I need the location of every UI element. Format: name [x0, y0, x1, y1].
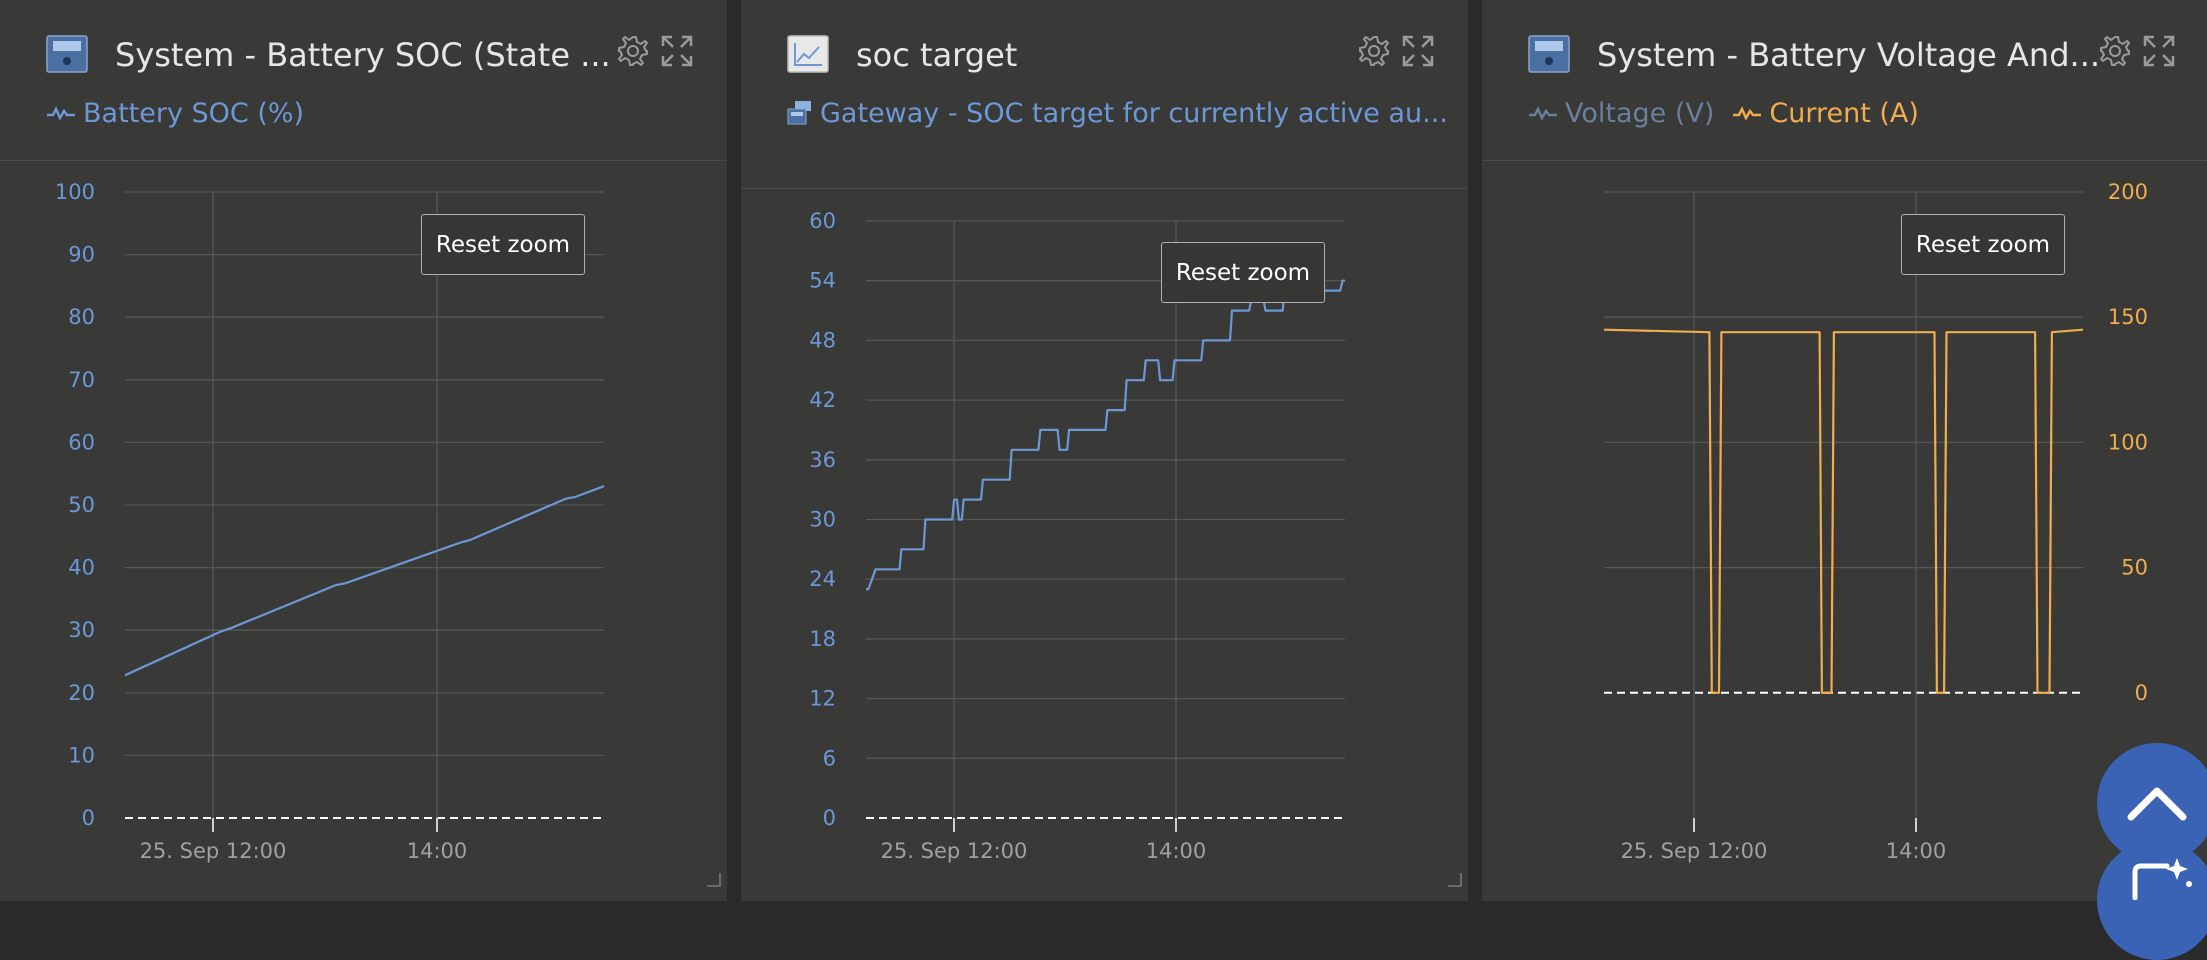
- y-tick-label: 24: [809, 567, 836, 591]
- line-series-icon: [1733, 106, 1762, 121]
- gear-icon[interactable]: [1357, 34, 1391, 68]
- y-tick-label: 0: [82, 806, 95, 830]
- battery-soc-chart[interactable]: 0 10 20 30 40 50 60 70 80 90 100 25. Sep 12:00 14:00: [0, 0, 727, 901]
- resize-handle[interactable]: [707, 873, 721, 887]
- line-series-icon: [47, 106, 75, 121]
- y-tick-label: 18: [809, 627, 836, 651]
- chevron-up-icon: [2127, 787, 2187, 821]
- legend-label: Current (A): [1769, 97, 1919, 129]
- resize-handle[interactable]: [1448, 873, 1462, 887]
- y-tick-label: 6: [823, 746, 836, 770]
- y-tick-label: 0: [823, 806, 836, 830]
- expand-icon[interactable]: [1401, 34, 1435, 68]
- x-tick-label: 14:00: [1886, 839, 1947, 863]
- gear-icon[interactable]: [616, 34, 650, 68]
- y-tick-label: 60: [809, 209, 836, 233]
- y-tick-label: 100: [55, 180, 95, 204]
- reset-zoom-button[interactable]: Reset zoom: [1901, 214, 2065, 275]
- legend-item-current[interactable]: Current (A): [1732, 98, 1919, 129]
- panel-title: System - Battery Voltage And...: [1597, 36, 2101, 74]
- line-series-icon: [1529, 106, 1557, 121]
- header-divider: [1482, 160, 2207, 161]
- legend-label: Battery SOC (%): [83, 97, 305, 129]
- y-tick-label: 30: [809, 508, 836, 532]
- reset-zoom-button[interactable]: Reset zoom: [421, 214, 585, 275]
- legend-label: Gateway - SOC target for currently activ…: [820, 97, 1448, 129]
- y-tick-label: 12: [809, 687, 836, 711]
- x-tick-label: 25. Sep 12:00: [881, 839, 1028, 863]
- x-tick-label: 14:00: [1146, 839, 1207, 863]
- x-tick-label: 25. Sep 12:00: [1621, 839, 1768, 863]
- chart-legend: Gateway - SOC target for currently activ…: [787, 96, 1466, 130]
- y-tick-label: 200: [2108, 180, 2148, 204]
- y-tick-label: 90: [68, 243, 95, 267]
- system-device-icon: [46, 35, 88, 73]
- y-tick-label: 42: [809, 388, 836, 412]
- y-tick-label: 40: [68, 556, 95, 580]
- gateway-device-icon: [787, 101, 811, 125]
- expand-icon[interactable]: [660, 34, 694, 68]
- chart-panel-battery-voltage-current: System - Battery Voltage And... Voltage …: [1482, 0, 2207, 901]
- panel-title: System - Battery SOC (State ...: [115, 36, 611, 74]
- reset-zoom-button[interactable]: Reset zoom: [1161, 242, 1325, 303]
- chat-button[interactable]: [2097, 840, 2207, 960]
- legend-item-voltage[interactable]: Voltage (V): [1528, 98, 1714, 129]
- y-tick-label: 80: [68, 305, 95, 329]
- header-divider: [0, 160, 727, 161]
- y-tick-label: 54: [809, 269, 836, 293]
- chat-sparkle-icon: [2132, 858, 2192, 900]
- y-tick-label: 50: [2121, 556, 2148, 580]
- series-line: [866, 279, 1345, 591]
- y-tick-label: 100: [2108, 430, 2148, 454]
- x-tick-label: 14:00: [407, 839, 468, 863]
- y-tick-label: 20: [68, 681, 95, 705]
- header-divider: [741, 188, 1468, 189]
- chart-panel-battery-soc: System - Battery SOC (State ... Battery …: [0, 0, 727, 901]
- chart-panel-soc-target: soc target Gateway - SOC target for curr…: [741, 0, 1468, 901]
- soc-target-chart[interactable]: 0 6 12 18 24 30 36 42 48 54 60 25. Sep 12:00 14:00: [741, 0, 1468, 901]
- chart-icon: [787, 35, 829, 73]
- series-line: [124, 485, 605, 677]
- y-tick-label: 30: [68, 618, 95, 642]
- y-tick-label: 50: [68, 493, 95, 517]
- series-line: [1603, 328, 2084, 694]
- legend-item-battery-soc[interactable]: Battery SOC (%): [46, 98, 304, 129]
- y-tick-label: 10: [68, 743, 95, 767]
- system-device-icon: [1528, 35, 1570, 73]
- x-tick-label: 25. Sep 12:00: [140, 839, 287, 863]
- legend-item-soc-target[interactable]: Gateway - SOC target for currently activ…: [787, 98, 1448, 129]
- y-tick-label: 150: [2108, 305, 2148, 329]
- y-tick-label: 36: [809, 448, 836, 472]
- y-tick-label: 48: [809, 328, 836, 352]
- expand-icon[interactable]: [2142, 34, 2176, 68]
- legend-label: Voltage (V): [1565, 97, 1715, 129]
- y-tick-label: 60: [68, 430, 95, 454]
- panel-title: soc target: [856, 36, 1018, 74]
- y-tick-label: 0: [2135, 681, 2148, 705]
- chart-legend: Battery SOC (%): [46, 96, 322, 130]
- gear-icon[interactable]: [2098, 34, 2132, 68]
- chart-legend: Voltage (V) Current (A): [1528, 96, 1937, 130]
- y-tick-label: 70: [68, 368, 95, 392]
